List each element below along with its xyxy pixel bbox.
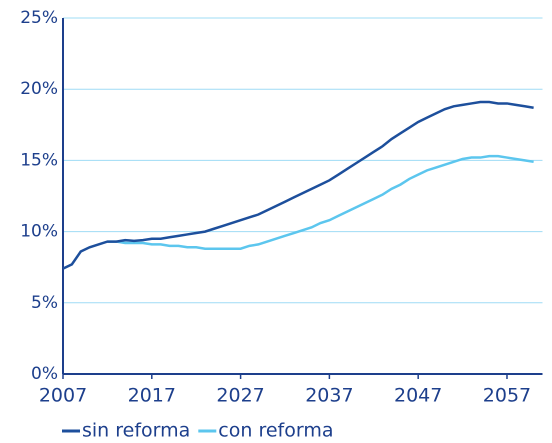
x-tick-label: 2017: [128, 385, 176, 407]
legend-label: sin reforma: [82, 420, 190, 442]
x-tick-label: 2037: [305, 385, 353, 407]
y-tick-label: 25%: [20, 8, 58, 28]
series-line: [107, 154, 534, 250]
y-tick-label: 10%: [20, 222, 58, 242]
series-line: [62, 100, 534, 270]
y-tick-label: 5%: [31, 293, 58, 313]
x-tick-label: 2057: [483, 385, 531, 407]
y-tick-label: 0%: [31, 364, 58, 384]
y-tick-label: 20%: [20, 79, 58, 99]
x-tick-label: 2007: [39, 385, 87, 407]
legend-label: con reforma: [218, 420, 333, 442]
x-tick-label: 2027: [216, 385, 264, 407]
x-tick-label: 2047: [394, 385, 442, 407]
y-tick-label: 15%: [20, 150, 58, 170]
